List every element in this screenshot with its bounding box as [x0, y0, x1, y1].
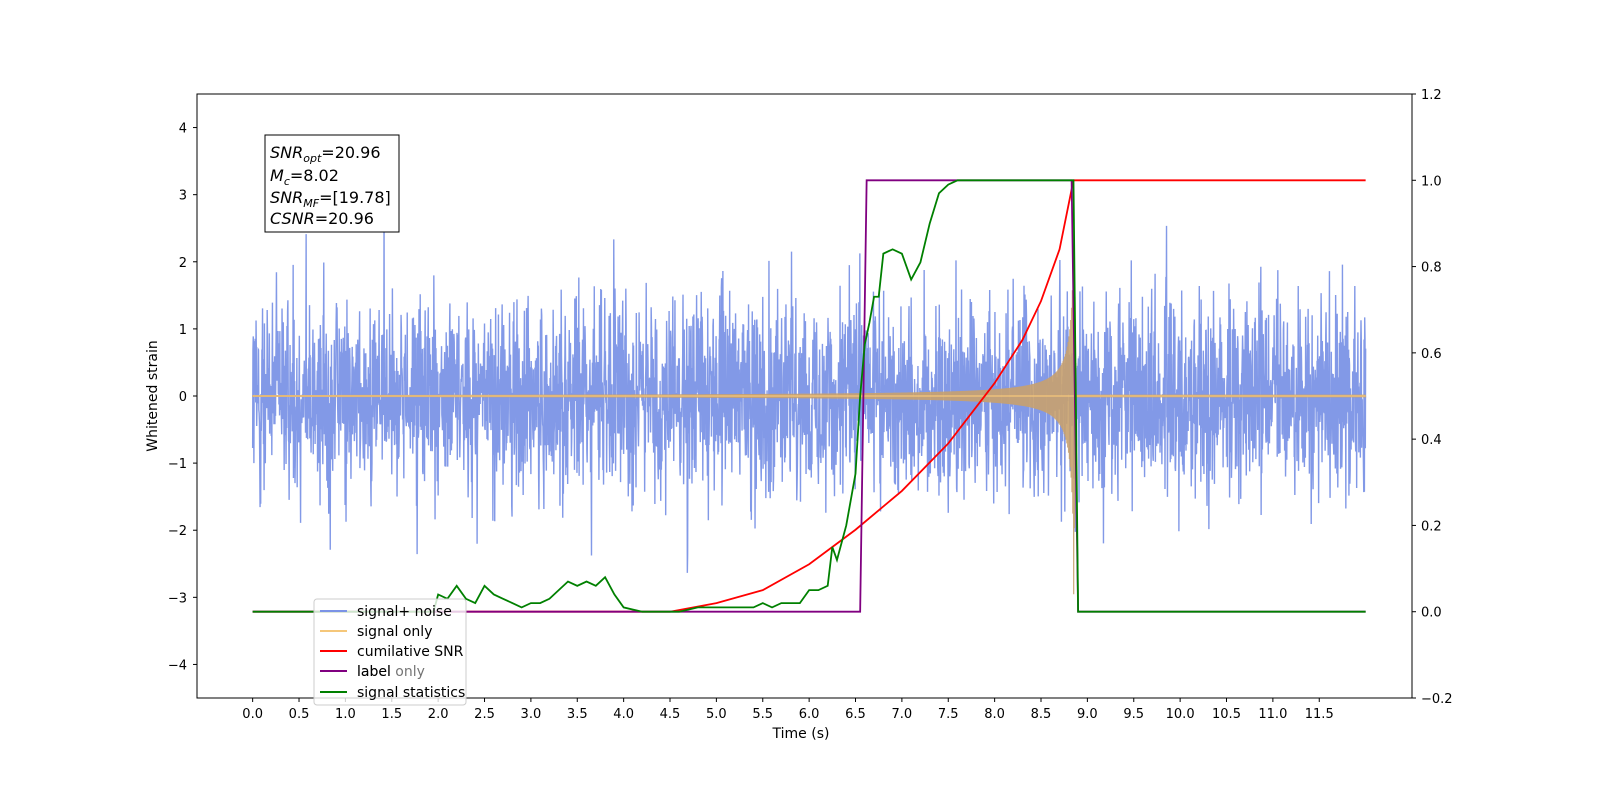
x-tick-label: 4.5 [660, 707, 681, 722]
x-tick-label: 1.0 [335, 707, 356, 722]
plot-area [251, 179, 1367, 613]
x-tick-label: 4.0 [613, 707, 634, 722]
series-signal-statistics [252, 179, 1366, 613]
legend-label-label: label [357, 664, 391, 680]
y2-tick-label: 0.2 [1421, 519, 1442, 534]
x-tick-label: 3.5 [567, 707, 588, 722]
x-tick-label: 10.0 [1166, 707, 1195, 722]
y-tick-label: −3 [168, 591, 187, 606]
x-tick-label: 8.5 [1031, 707, 1052, 722]
y-tick-label: −4 [168, 658, 187, 673]
y-tick-label: −2 [168, 524, 187, 539]
info-box: SNRopt=20.96 Mc=8.02 SNRMF=[19.78] CSNR=… [264, 134, 400, 233]
y-tick-label: −1 [168, 457, 187, 472]
y2-tick-label: 0.8 [1421, 261, 1442, 276]
y2-tick-label: 1.0 [1421, 174, 1442, 189]
x-tick-label: 5.5 [752, 707, 773, 722]
x-tick-label: 10.5 [1212, 707, 1241, 722]
series-signal-noise [251, 202, 1367, 573]
x-tick-label: 5.0 [706, 707, 727, 722]
info-line-snr-mf: SNRMF=[19.78] [270, 188, 391, 210]
y2-tick-label: 0.0 [1421, 606, 1442, 621]
y2-tick-label: 0.6 [1421, 347, 1442, 362]
x-tick-label: 9.5 [1123, 707, 1144, 722]
info-line-snr-opt: SNRopt=20.96 [270, 143, 381, 165]
legend-label-signal-only: signal only [357, 624, 432, 640]
x-tick-label: 2.0 [428, 707, 449, 722]
x-tick-label: 7.5 [938, 707, 959, 722]
info-line-csnr: CSNR=20.96 [270, 209, 374, 228]
legend-frame [313, 598, 467, 706]
y-tick-label: 4 [179, 122, 187, 137]
y-axis-label: Whitened strain [145, 340, 161, 451]
legend-label-cumulative-snr: cumilative SNR [357, 644, 464, 660]
axes: 0.0 0.5 1.0 1.5 2.0 2.5 3.0 3.5 4.0 4.5 5.0 5.5 6.0 6… [168, 88, 1453, 722]
x-tick-label: 6.0 [799, 707, 820, 722]
x-tick-label: 0.0 [242, 707, 263, 722]
x-tick-label: 7.0 [892, 707, 913, 722]
y-tick-label: 1 [179, 323, 187, 338]
x-tick-label: 2.5 [474, 707, 495, 722]
y2-tick-label: −0.2 [1421, 692, 1453, 707]
x-tick-label: 3.0 [521, 707, 542, 722]
x-tick-label: 8.0 [984, 707, 1005, 722]
y2-tick-label: 1.2 [1421, 88, 1442, 103]
info-box-frame [264, 134, 400, 233]
y2-tick-label: 0.4 [1421, 433, 1442, 448]
legend: signal+ noise signal only cumilative SNR… [313, 598, 467, 706]
x-tick-label: 6.5 [845, 707, 866, 722]
x-tick-label: 0.5 [289, 707, 310, 722]
x-tick-label: 9.0 [1077, 707, 1098, 722]
legend-label-signal-noise: signal+ noise [357, 604, 452, 620]
y-tick-label: 0 [179, 390, 187, 405]
x-axis-label: Time (s) [772, 726, 830, 742]
legend-label-label-only: label only [357, 664, 425, 680]
x-tick-label: 11.0 [1258, 707, 1287, 722]
info-line-chirp-mass: Mc=8.02 [270, 166, 339, 188]
legend-label-signal-statistics: signal statistics [357, 685, 465, 701]
y-tick-label: 3 [179, 189, 187, 204]
x-tick-label: 1.5 [381, 707, 402, 722]
y-tick-label: 2 [179, 256, 187, 271]
x-tick-label: 11.5 [1305, 707, 1334, 722]
series-cumulative-snr [252, 179, 1366, 613]
